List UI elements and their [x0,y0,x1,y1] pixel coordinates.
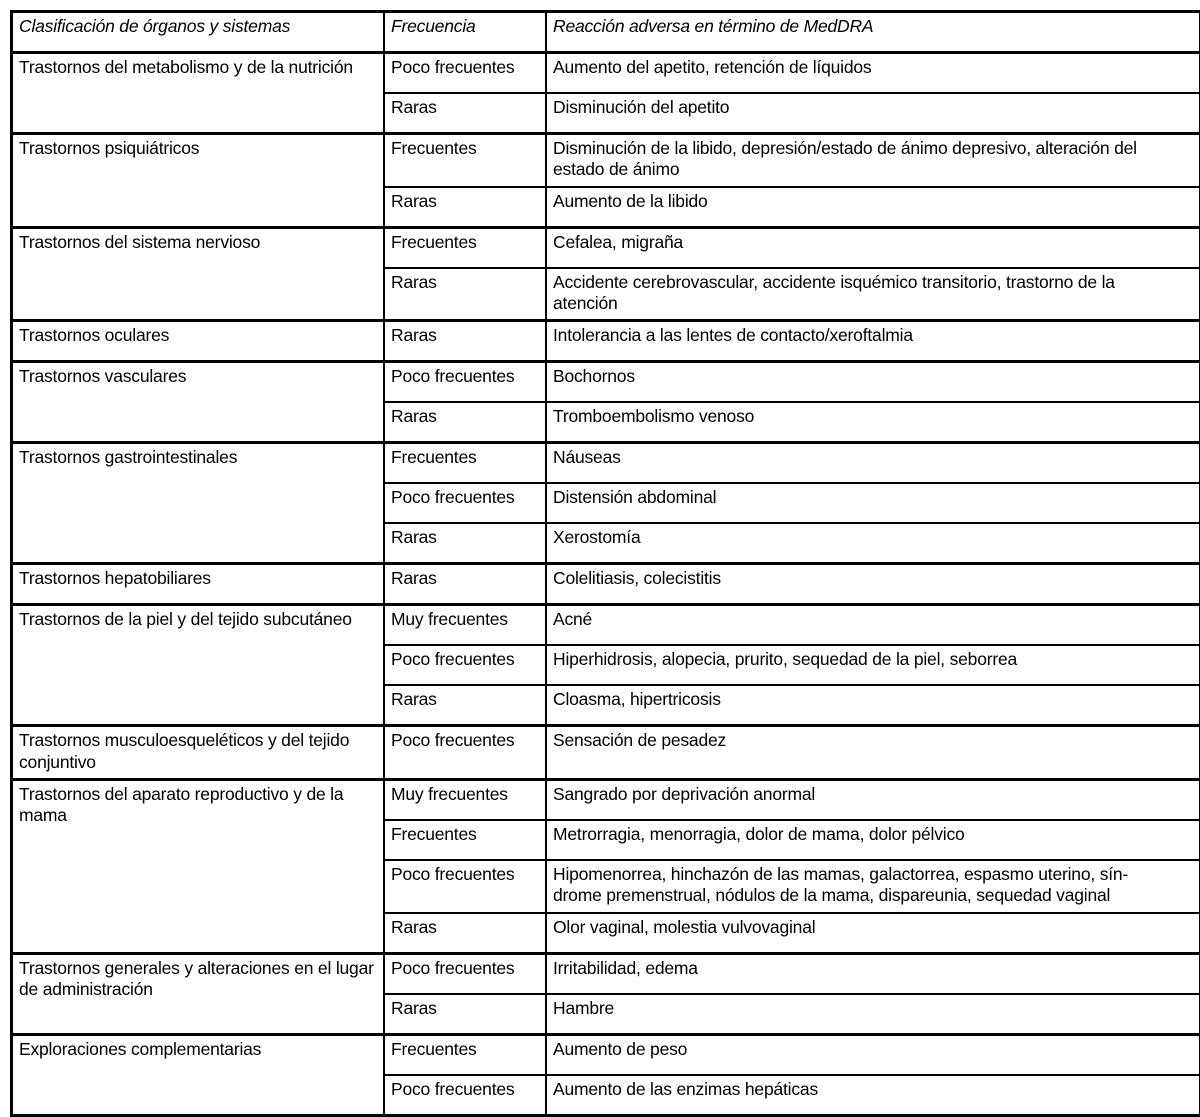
organ-class-cell: Exploraciones complementarias [12,1034,385,1115]
table-row: Trastornos de la piel y del tejido subcu… [12,605,1200,646]
frequency-cell: Poco frecuentes [384,53,546,94]
table-body: Trastornos del metabolismo y de la nutri… [12,53,1200,1116]
reaction-cell: Sensación de pesadez [546,726,1200,780]
reaction-cell: Acné [546,605,1200,646]
table-row: Trastornos del aparato reproductivo y de… [12,780,1200,821]
frequency-cell: Raras [384,321,546,362]
frequency-cell: Poco frecuentes [384,726,546,780]
reaction-cell: Aumento de las enzimas hepáticas [546,1075,1200,1116]
frequency-cell: Muy frecuentes [384,780,546,821]
frequency-cell: Poco frecuentes [384,483,546,523]
reaction-cell: Hambre [546,994,1200,1035]
reaction-cell: Hipomenorrea, hinchazón de las mamas, ga… [546,860,1200,913]
organ-class-cell: Trastornos gastrointestinales [12,443,385,564]
organ-class-cell: Trastornos del sistema nervioso [12,227,385,321]
organ-class-cell: Trastornos del metabolismo y de la nutri… [12,53,385,134]
reaction-cell: Metrorragia, menorragia, dolor de mama, … [546,820,1200,860]
reaction-cell: Xerostomía [546,523,1200,564]
organ-class-cell: Trastornos hepatobiliares [12,564,385,605]
reaction-cell: Aumento del apetito, retención de líquid… [546,53,1200,94]
frequency-cell: Frecuentes [384,1034,546,1075]
reaction-cell: Cefalea, migraña [546,227,1200,268]
frequency-cell: Muy frecuentes [384,605,546,646]
column-header: Reacción adversa en término de MedDRA [546,12,1200,53]
frequency-cell: Raras [384,994,546,1035]
reaction-cell: Olor vaginal, molestia vulvovaginal [546,913,1200,954]
frequency-cell: Poco frecuentes [384,860,546,913]
frequency-cell: Raras [384,564,546,605]
frequency-cell: Frecuentes [384,443,546,484]
reaction-cell: Irritabilidad, edema [546,953,1200,994]
reaction-cell: Sangrado por deprivación anormal [546,780,1200,821]
organ-class-cell: Trastornos oculares [12,321,385,362]
frequency-cell: Raras [384,187,546,228]
reaction-cell: Intolerancia a las lentes de contacto/xe… [546,321,1200,362]
organ-class-cell: Trastornos generales y alteraciones en e… [12,953,385,1034]
reaction-cell: Disminución de la libido, depresión/esta… [546,134,1200,187]
frequency-cell: Poco frecuentes [384,362,546,403]
reaction-cell: Colelitiasis, colecistitis [546,564,1200,605]
frequency-cell: Raras [384,523,546,564]
frequency-cell: Raras [384,268,546,321]
column-header: Clasificación de órganos y sistemas [12,12,385,53]
frequency-cell: Poco frecuentes [384,1075,546,1116]
reaction-cell: Accidente cerebrovascular, accidente isq… [546,268,1200,321]
reaction-cell: Aumento de peso [546,1034,1200,1075]
frequency-cell: Raras [384,685,546,726]
table-row: Trastornos generales y alteraciones en e… [12,953,1200,994]
frequency-cell: Frecuentes [384,134,546,187]
reaction-cell: Náuseas [546,443,1200,484]
table-row: Trastornos musculoesqueléticos y del tej… [12,726,1200,780]
reaction-cell: Aumento de la libido [546,187,1200,228]
organ-class-cell: Trastornos psiquiátricos [12,134,385,228]
frequency-cell: Frecuentes [384,820,546,860]
reaction-cell: Bochornos [546,362,1200,403]
reaction-cell: Distensión abdominal [546,483,1200,523]
frequency-cell: Raras [384,913,546,954]
organ-class-cell: Trastornos del aparato reproductivo y de… [12,780,385,954]
reaction-cell: Cloasma, hipertricosis [546,685,1200,726]
frequency-cell: Frecuentes [384,227,546,268]
table-row: Trastornos del metabolismo y de la nutri… [12,53,1200,94]
frequency-cell: Poco frecuentes [384,645,546,685]
organ-class-cell: Trastornos vasculares [12,362,385,443]
column-header: Frecuencia [384,12,546,53]
reaction-cell: Tromboembolismo venoso [546,402,1200,443]
reaction-cell: Disminución del apetito [546,93,1200,134]
organ-class-cell: Trastornos musculoesqueléticos y del tej… [12,726,385,780]
reaction-cell: Hiperhidrosis, alopecia, prurito, sequed… [546,645,1200,685]
frequency-cell: Poco frecuentes [384,953,546,994]
frequency-cell: Raras [384,93,546,134]
frequency-cell: Raras [384,402,546,443]
organ-class-cell: Trastornos de la piel y del tejido subcu… [12,605,385,726]
